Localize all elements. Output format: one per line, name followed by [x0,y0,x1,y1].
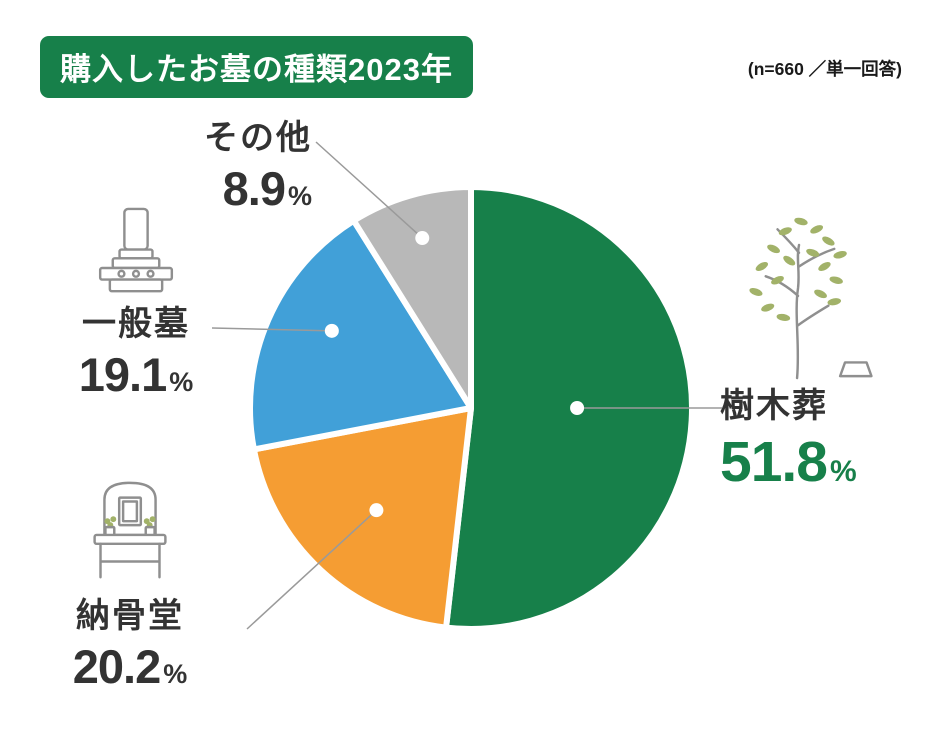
percent-value: 51.8 [720,430,828,495]
leader-line-3 [315,141,423,239]
label-group-columbarium: 納骨堂 20.2% [40,474,220,693]
chart-title: 購入したお墓の種類2023年 [40,36,473,98]
pie-slice-0 [443,184,695,632]
percent-sign: % [169,367,194,398]
tree-icon [749,217,873,380]
leader-line-1 [246,509,377,630]
leader-line-2 [211,327,332,332]
label-group-other: その他 8.9% [140,119,312,215]
pie-slice-1 [250,405,474,631]
percent-sign: % [829,455,857,489]
pie-slice-2 [247,217,474,453]
slice-percent-tree-burial: 51.8% [720,431,920,494]
columbarium-icon [93,481,167,579]
sample-note: (n=660 ／単一回答) [747,59,902,79]
pie-slice-3 [350,184,474,411]
label-dot-2 [324,323,339,338]
label-dot-3 [415,231,430,246]
gravestone-icon [98,207,174,293]
label-dot-1 [369,503,384,518]
slice-label-tree-burial: 樹木葬 [720,387,828,425]
slice-percent-columbarium: 20.2% [40,641,220,693]
slice-percent-general-grave: 19.1% [58,349,214,401]
label-group-general-grave: 一般墓 19.1% [58,206,214,401]
slice-percent-other: 8.9% [140,163,312,215]
percent-value: 19.1 [78,348,167,402]
label-dot-0 [570,401,585,415]
percent-sign: % [287,181,312,212]
percent-sign: % [163,659,188,690]
slice-label-columbarium: 納骨堂 [76,597,184,635]
percent-value: 20.2 [72,640,161,694]
slice-label-other: その他 [204,119,312,157]
label-group-tree-burial: 樹木葬 51.8% [720,198,920,494]
percent-value: 8.9 [222,162,286,216]
slice-label-general-grave: 一般墓 [82,305,190,343]
